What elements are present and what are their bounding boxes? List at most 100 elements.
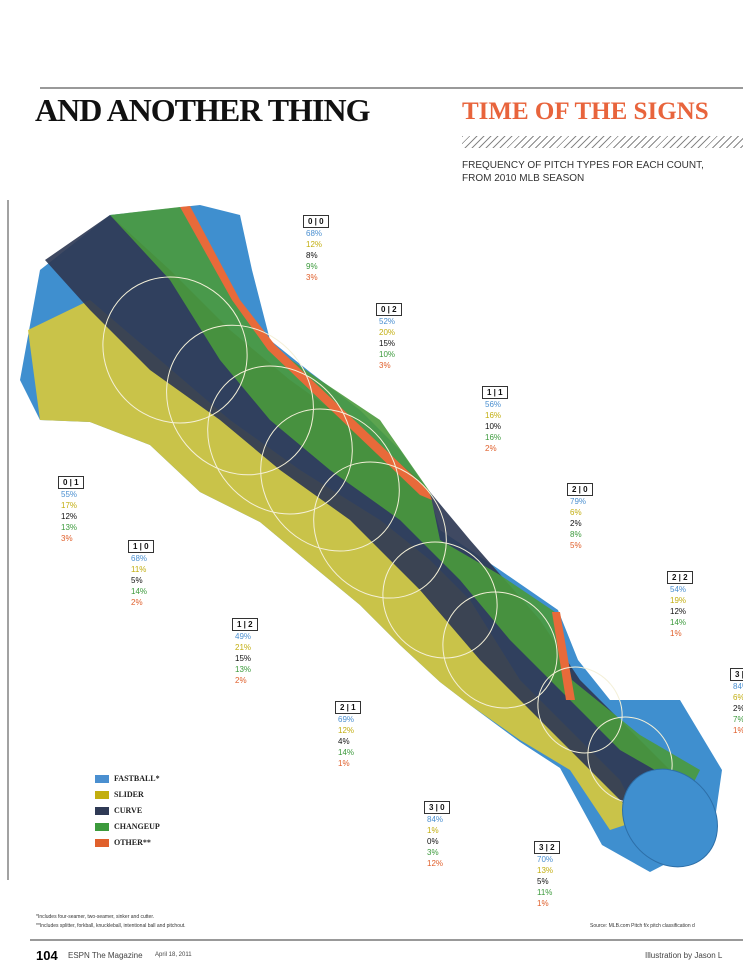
title: TIME OF THE SIGNS bbox=[462, 98, 709, 125]
percent: 2% bbox=[131, 598, 143, 607]
count-label: 2 | 0 bbox=[567, 483, 593, 496]
curve-band bbox=[45, 215, 690, 820]
percent: 17% bbox=[61, 501, 78, 510]
callout: 1 | 0 68% 11% 5% 14% 2% bbox=[128, 540, 154, 608]
credit: Illustration by Jason L bbox=[645, 951, 723, 960]
callout: 2 | 1 69% 12% 4% 14% 1% bbox=[335, 701, 361, 769]
percent: 68% bbox=[306, 229, 323, 238]
percent: 6% bbox=[733, 693, 743, 702]
count-label: 0 | 2 bbox=[376, 303, 402, 316]
footnote: **Includes splitter, forkball, knuckleba… bbox=[36, 923, 186, 929]
other-band bbox=[552, 612, 575, 700]
count-label: 2 | 1 bbox=[335, 701, 361, 714]
percent: 19% bbox=[670, 596, 687, 605]
percent: 12% bbox=[670, 607, 687, 616]
percent: 8% bbox=[306, 251, 318, 260]
other-band bbox=[180, 206, 432, 500]
percent: 9% bbox=[306, 262, 318, 271]
count-rings bbox=[102, 276, 673, 804]
percent: 20% bbox=[379, 328, 396, 337]
callout: 1 | 2 49% 21% 15% 13% 2% bbox=[232, 618, 258, 686]
percent: 13% bbox=[235, 665, 252, 674]
percent: 55% bbox=[61, 490, 78, 499]
legend-label: FASTBALL* bbox=[114, 774, 160, 783]
percent: 70% bbox=[537, 855, 554, 864]
percent: 0% bbox=[427, 837, 439, 846]
count-label: 1 | 0 bbox=[128, 540, 154, 553]
percent: 3% bbox=[379, 361, 391, 370]
count-label: 0 | 0 bbox=[303, 215, 329, 228]
percent: 4% bbox=[338, 737, 350, 746]
percent: 15% bbox=[235, 654, 252, 663]
percent: 13% bbox=[537, 866, 554, 875]
magazine: ESPN The Magazine bbox=[68, 951, 143, 960]
page-number: 104 bbox=[36, 948, 58, 963]
callout: 3 |84% 6% 2% 7% 1% bbox=[730, 668, 743, 736]
percent: 68% bbox=[131, 554, 148, 563]
legend-label: CHANGEUP bbox=[114, 822, 160, 831]
legend-swatch bbox=[95, 839, 109, 847]
percent: 3% bbox=[61, 534, 73, 543]
percent: 2% bbox=[485, 444, 497, 453]
percent: 11% bbox=[131, 565, 147, 574]
legend-swatch bbox=[95, 807, 109, 815]
percent: 2% bbox=[570, 519, 582, 528]
count-label: 3 | 0 bbox=[424, 801, 450, 814]
percent: 7% bbox=[733, 715, 743, 724]
percent: 52% bbox=[379, 317, 396, 326]
hatch-rule bbox=[462, 136, 743, 148]
percent: 84% bbox=[733, 682, 743, 691]
percent: 1% bbox=[670, 629, 682, 638]
vase-end bbox=[622, 768, 718, 868]
percent: 5% bbox=[570, 541, 582, 550]
callout: 2 | 0 79% 6% 2% 8% 5% bbox=[567, 483, 593, 551]
percent: 5% bbox=[131, 576, 143, 585]
legend-label: CURVE bbox=[114, 806, 143, 815]
source: Source: MLB.com Pitch f/x pitch classifi… bbox=[590, 923, 695, 929]
count-label: 3 | 2 bbox=[534, 841, 560, 854]
percent: 1% bbox=[427, 826, 439, 835]
percent: 56% bbox=[485, 400, 502, 409]
percent: 1% bbox=[733, 726, 743, 735]
count-label: 1 | 1 bbox=[482, 386, 508, 399]
percent: 15% bbox=[379, 339, 396, 348]
subtitle: FROM 2010 MLB SEASON bbox=[462, 173, 585, 184]
count-label: 0 | 1 bbox=[58, 476, 84, 489]
section-title: AND ANOTHER THING bbox=[35, 92, 370, 128]
percent: 21% bbox=[235, 643, 252, 652]
percent: 1% bbox=[338, 759, 350, 768]
percent: 8% bbox=[570, 530, 582, 539]
percent: 10% bbox=[379, 350, 396, 359]
footnote: *Includes four-seamer, two-seamer, sinke… bbox=[36, 914, 155, 920]
callout: 3 | 0 84% 1% 0% 3% 12% bbox=[424, 801, 450, 869]
callout: 0 | 1 55% 17% 12% 13% 3% bbox=[58, 476, 84, 544]
percent: 16% bbox=[485, 433, 502, 442]
callout: 3 | 2 70% 13% 5% 11% 1% bbox=[534, 841, 560, 909]
percent: 49% bbox=[235, 632, 252, 641]
legend-swatch bbox=[95, 775, 109, 783]
percent: 12% bbox=[427, 859, 444, 868]
slider-band bbox=[28, 300, 640, 830]
percent: 2% bbox=[733, 704, 743, 713]
callout: 1 | 1 56% 16% 10% 16% 2% bbox=[482, 386, 508, 454]
percent: 1% bbox=[537, 899, 549, 908]
percent: 84% bbox=[427, 815, 444, 824]
percent: 6% bbox=[570, 508, 582, 517]
percent: 14% bbox=[131, 587, 148, 596]
percent: 16% bbox=[485, 411, 502, 420]
legend-label: SLIDER bbox=[114, 790, 144, 799]
percent: 12% bbox=[338, 726, 355, 735]
percent: 69% bbox=[338, 715, 355, 724]
percent: 79% bbox=[570, 497, 587, 506]
percent: 14% bbox=[338, 748, 355, 757]
percent: 10% bbox=[485, 422, 502, 431]
percent: 12% bbox=[306, 240, 323, 249]
count-label: 2 | 2 bbox=[667, 571, 693, 584]
percent: 11% bbox=[537, 888, 553, 897]
percent: 54% bbox=[670, 585, 687, 594]
legend-swatch bbox=[95, 791, 109, 799]
percent: 12% bbox=[61, 512, 78, 521]
legend-label: OTHER** bbox=[114, 838, 151, 847]
